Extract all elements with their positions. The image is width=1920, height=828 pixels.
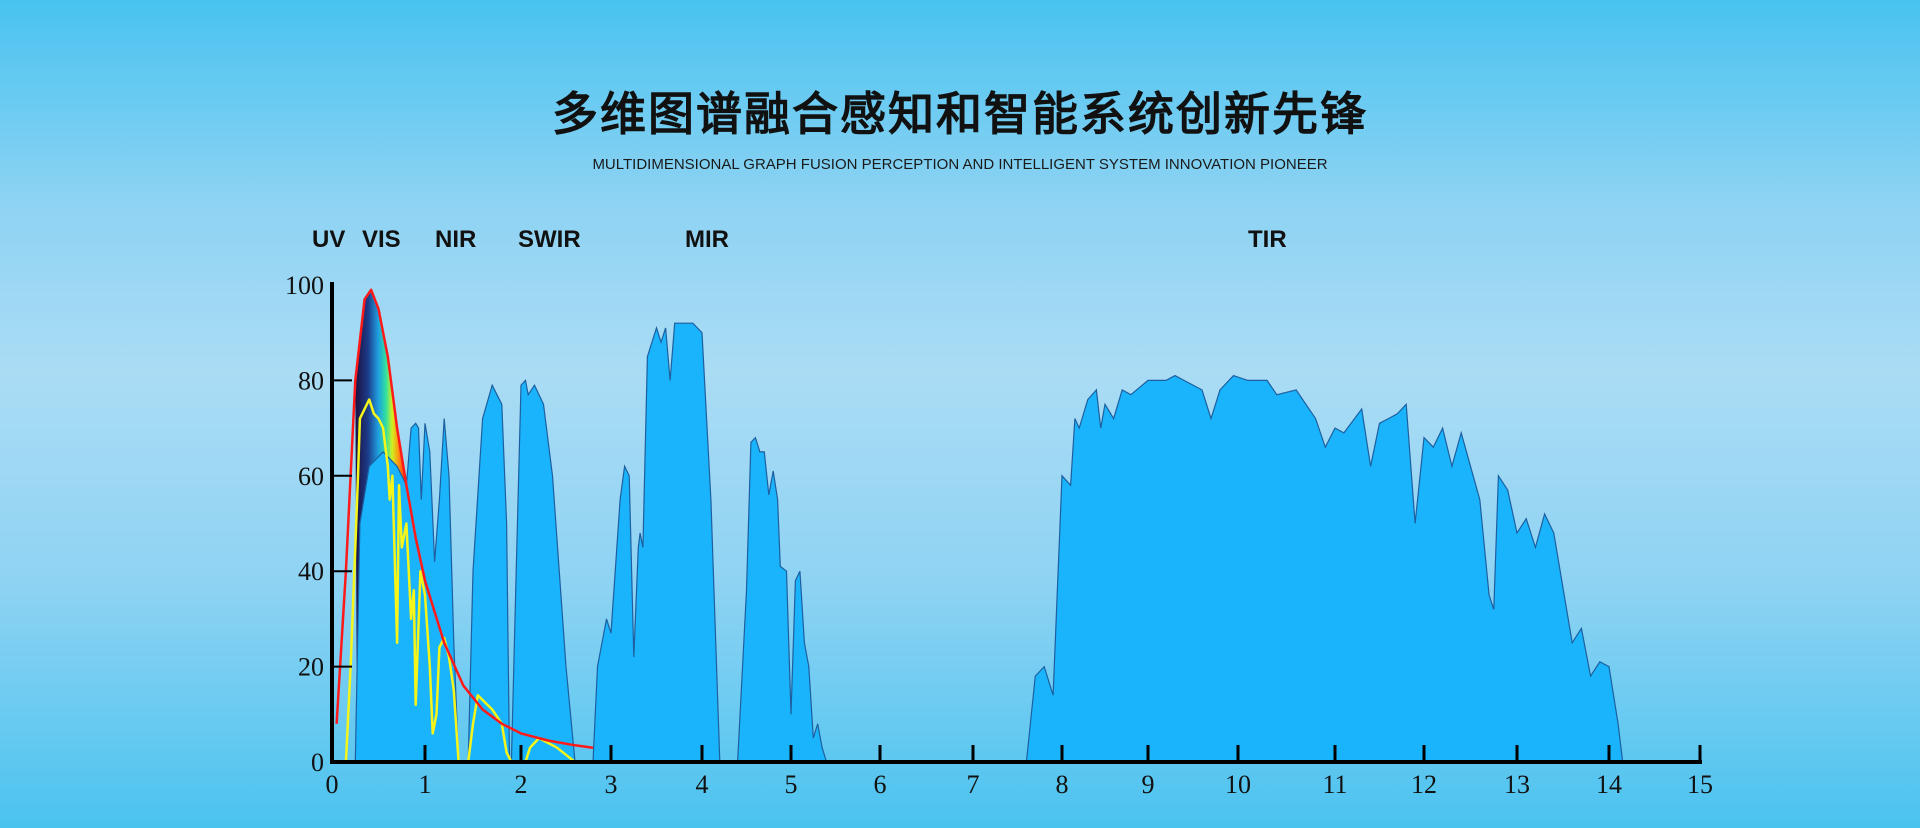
x-tick-label-14: 14 bbox=[1596, 770, 1622, 799]
page-subtitle: MULTIDIMENSIONAL GRAPH FUSION PERCEPTION… bbox=[592, 156, 1328, 173]
x-tick-label-13: 13 bbox=[1504, 770, 1530, 799]
band-label-swir: SWIR bbox=[518, 226, 581, 253]
transmission-window-3 bbox=[592, 322, 721, 763]
planck-curve-line bbox=[335, 288, 594, 749]
band-label-uv: UV bbox=[312, 226, 346, 253]
x-tick-label-15: 15 bbox=[1687, 770, 1713, 799]
page-title: 多维图谱融合感知和智能系统创新先锋 bbox=[552, 87, 1368, 141]
y-tick-label-80: 80 bbox=[298, 366, 324, 395]
x-tick-label-0: 0 bbox=[326, 770, 339, 799]
band-label-vis: VIS bbox=[362, 226, 401, 253]
transmission-window-1 bbox=[467, 383, 511, 763]
band-label-nir: NIR bbox=[435, 226, 477, 253]
transmission-window-0 bbox=[354, 418, 460, 763]
y-tick-label-60: 60 bbox=[298, 462, 324, 491]
x-tick-label-11: 11 bbox=[1322, 770, 1347, 799]
x-tick-label-10: 10 bbox=[1225, 770, 1251, 799]
y-tick-label-100: 100 bbox=[285, 271, 324, 300]
x-tick-label-4: 4 bbox=[696, 770, 709, 799]
band-label-tir: TIR bbox=[1248, 226, 1287, 253]
x-tick-label-6: 6 bbox=[874, 770, 887, 799]
y-tick-label-40: 40 bbox=[298, 557, 324, 586]
transmission-window-2 bbox=[510, 379, 576, 763]
band-label-mir: MIR bbox=[685, 226, 729, 253]
x-tick-label-3: 3 bbox=[605, 770, 618, 799]
x-tick-label-1: 1 bbox=[419, 770, 432, 799]
x-tick-label-9: 9 bbox=[1142, 770, 1155, 799]
x-tick-label-2: 2 bbox=[515, 770, 528, 799]
y-tick-label-0: 0 bbox=[311, 748, 324, 777]
x-tick-label-8: 8 bbox=[1056, 770, 1069, 799]
transmission-window-4 bbox=[736, 436, 828, 763]
y-tick-label-20: 20 bbox=[298, 653, 324, 682]
x-tick-label-12: 12 bbox=[1411, 770, 1437, 799]
transmission-window-5 bbox=[1025, 374, 1624, 763]
x-tick-label-5: 5 bbox=[785, 770, 798, 799]
x-tick-label-7: 7 bbox=[967, 770, 980, 799]
